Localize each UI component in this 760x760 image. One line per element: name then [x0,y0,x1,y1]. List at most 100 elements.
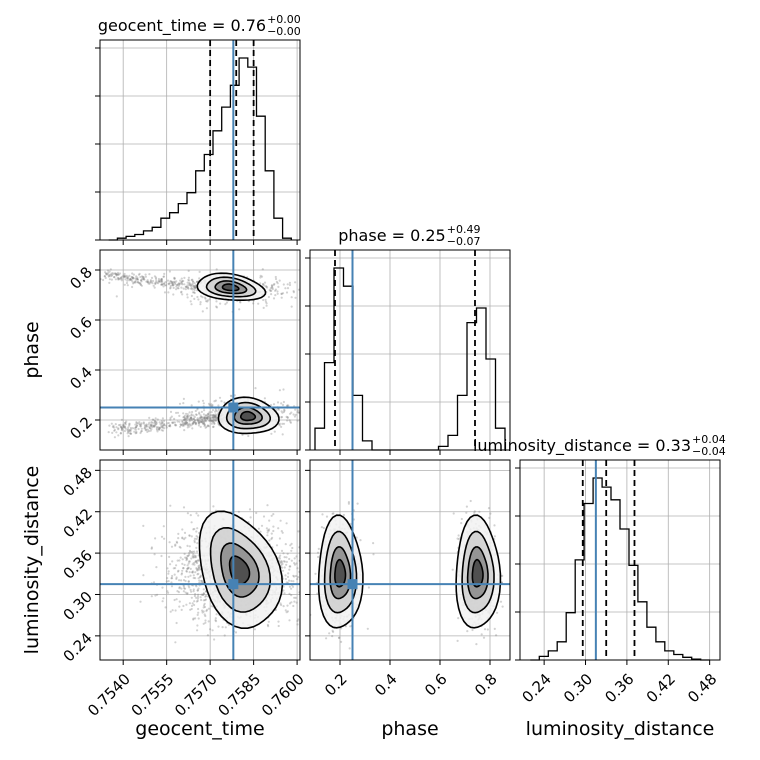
sample-point [194,617,197,620]
sample-point [183,276,186,279]
sample-point [272,525,275,528]
sample-point [189,416,192,420]
sample-point [283,560,286,563]
sample-point [268,519,271,522]
sample-point [149,429,152,432]
sample-point [181,293,184,296]
sample-point [238,300,242,303]
sample-point [291,546,294,550]
sample-point [282,388,285,391]
sample-point [173,598,176,602]
sample-point [315,566,317,568]
sample-point [257,302,260,305]
sample-point [196,280,199,283]
sample-point [214,413,217,416]
sample-point [171,282,174,285]
sample-point [130,275,133,279]
sample-point [197,421,200,424]
sample-point [167,421,170,425]
truth-marker [228,402,239,413]
title-phase: phase = 0.25 +0.49−0.07 [338,223,480,248]
x-axis-label-geocent_time: geocent_time [135,718,264,740]
sample-point [181,424,185,427]
sample-point [177,532,180,536]
x-tick-label: 0.7570 [171,670,221,720]
sample-point [124,423,127,426]
title-luminosity_distance: luminosity_distance = 0.33 +0.04−0.04 [473,433,726,458]
sample-point [201,420,204,423]
sample-point [208,404,211,407]
sample-point [184,288,187,291]
sample-point [193,291,196,294]
sample-point [366,627,369,630]
sample-point [286,575,290,579]
sample-point [170,280,174,283]
sample-point [210,403,213,406]
sample-point [154,281,157,284]
scatter-panel-phase-luminosity_distance [305,459,511,665]
sample-point [316,549,318,551]
sample-point [356,502,359,505]
sample-point [127,426,130,429]
sample-point [277,620,280,623]
sample-point [203,424,206,428]
sample-point [181,420,184,424]
sample-point [134,426,137,429]
sample-point [187,278,190,281]
sample-point [135,424,138,427]
sample-point [202,610,205,613]
sample-point [279,519,282,522]
sample-point [207,416,210,419]
sample-point [154,421,157,424]
sample-point [218,396,222,399]
sample-point [288,602,292,605]
sample-point [139,425,142,428]
sample-point [182,397,185,400]
title-upper-error: +0.04 [692,433,726,446]
sample-point [127,435,130,438]
sample-point [270,432,273,435]
y-tick-label: 0.42 [60,505,96,541]
sample-point [286,610,289,613]
sample-point [289,421,292,424]
sample-point [163,427,166,430]
title-lower-error: −0.00 [267,25,301,38]
sample-point [183,587,186,590]
sample-point [184,579,187,583]
sample-point [269,404,273,407]
sample-point [281,531,284,534]
sample-point [342,513,345,517]
sample-point [211,415,214,418]
sample-point [158,427,161,431]
sample-point [184,575,187,579]
sample-point [180,291,183,294]
sample-point [125,281,129,285]
sample-point [178,420,181,423]
sample-point [115,426,118,429]
sample-point [169,287,172,290]
sample-point [172,567,175,570]
sample-point [302,410,304,412]
sample-point [293,557,296,560]
sample-point [213,400,216,403]
sample-point [201,609,204,612]
sample-point [208,416,211,420]
sample-point [457,538,461,541]
sample-point [185,421,188,424]
sample-point [115,295,118,298]
sample-point [186,417,189,420]
sample-point [126,277,129,280]
sample-point [186,544,189,548]
sample-point [257,527,260,530]
sample-point [312,557,314,559]
sample-point [160,422,163,425]
sample-point [204,621,207,624]
sample-point [176,559,179,562]
sample-point [173,277,176,280]
sample-point [193,550,196,553]
sample-point [295,555,298,558]
sample-point [181,569,184,572]
sample-point [297,530,300,533]
sample-point [297,411,300,414]
sample-point [103,275,106,278]
